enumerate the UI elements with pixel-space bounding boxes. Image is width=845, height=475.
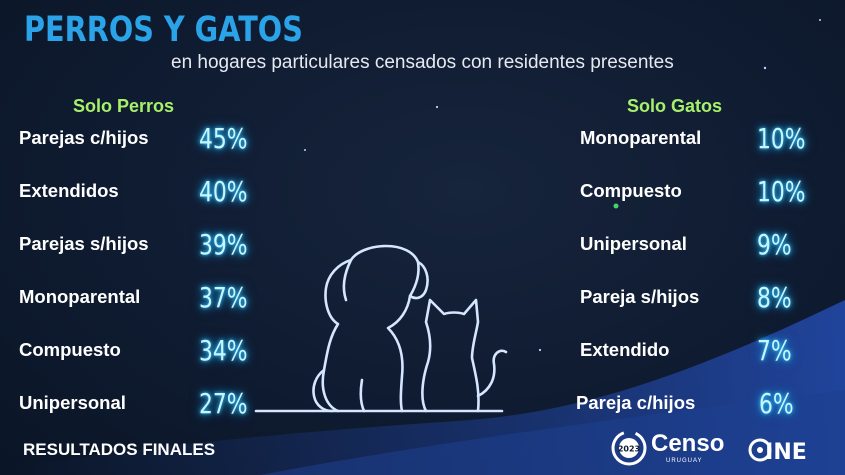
cats-row: Pareja s/hijos 8% — [580, 280, 792, 314]
dogs-household-label: Parejas s/hijos — [19, 233, 149, 254]
cats-household-label: Pareja s/hijos — [580, 286, 700, 307]
cats-percentage: 10% — [757, 175, 806, 208]
cats-row: Monoparental 10% — [580, 121, 806, 155]
cats-row: Pareja c/hijos 6% — [576, 386, 794, 420]
cats-household-label: Compuesto — [580, 180, 682, 201]
censo-logo-text: Censo — [651, 430, 725, 457]
results-footer-label: RESULTADOS FINALES — [23, 440, 216, 459]
censo-logo-year: 2023 — [618, 445, 640, 454]
ine-logo-text: INE — [765, 440, 807, 465]
page-subtitle: en hogares particulares censados con res… — [171, 52, 674, 73]
dogs-column-heading: Solo Perros — [73, 96, 175, 116]
ine-logo: INE — [748, 438, 807, 465]
cats-percentage: 9% — [757, 228, 792, 261]
cats-household-label: Extendido — [580, 339, 670, 360]
cats-column-heading: Solo Gatos — [627, 96, 723, 116]
dogs-household-label: Compuesto — [19, 339, 121, 360]
dogs-row: Parejas s/hijos 39% — [19, 227, 248, 261]
dogs-household-label: Parejas c/hijos — [19, 127, 149, 148]
dogs-row: Compuesto 34% — [19, 333, 248, 367]
dogs-row: Unipersonal 27% — [19, 386, 248, 420]
cats-percentage: 7% — [757, 334, 792, 367]
cats-percentage: 10% — [757, 122, 806, 155]
dogs-percentage: 45% — [199, 122, 248, 155]
dogs-row: Extendidos 40% — [19, 174, 248, 208]
cats-row: Unipersonal 9% — [580, 227, 792, 261]
dogs-row: Parejas c/hijos 45% — [19, 121, 248, 155]
dogs-household-label: Monoparental — [19, 286, 141, 307]
dogs-household-label: Extendidos — [19, 180, 119, 201]
dogs-percentage: 40% — [199, 175, 248, 208]
cats-household-label: Monoparental — [580, 127, 702, 148]
dogs-row: Monoparental 37% — [19, 280, 248, 314]
dogs-percentage: 39% — [199, 228, 248, 261]
cats-percentage: 6% — [759, 387, 794, 420]
dogs-percentage: 34% — [199, 334, 248, 367]
cats-row: Compuesto 10% — [580, 174, 806, 208]
cats-row: Extendido 7% — [580, 333, 792, 367]
censo-logo-mark: 2023 — [611, 430, 647, 466]
cats-household-label: Unipersonal — [580, 233, 687, 254]
dogs-percentage: 37% — [199, 281, 248, 314]
censo-logo: 2023 Censo URUGUAY — [611, 428, 725, 468]
dog-cat-outline-illustration — [254, 244, 508, 413]
dogs-household-label: Unipersonal — [19, 392, 126, 413]
dogs-percentage: 27% — [199, 387, 248, 420]
cats-household-label: Pareja c/hijos — [576, 392, 696, 413]
cats-percentage: 8% — [757, 281, 792, 314]
page-title: PERROS Y GATOS — [24, 10, 303, 50]
censo-logo-subtext: URUGUAY — [666, 458, 703, 464]
